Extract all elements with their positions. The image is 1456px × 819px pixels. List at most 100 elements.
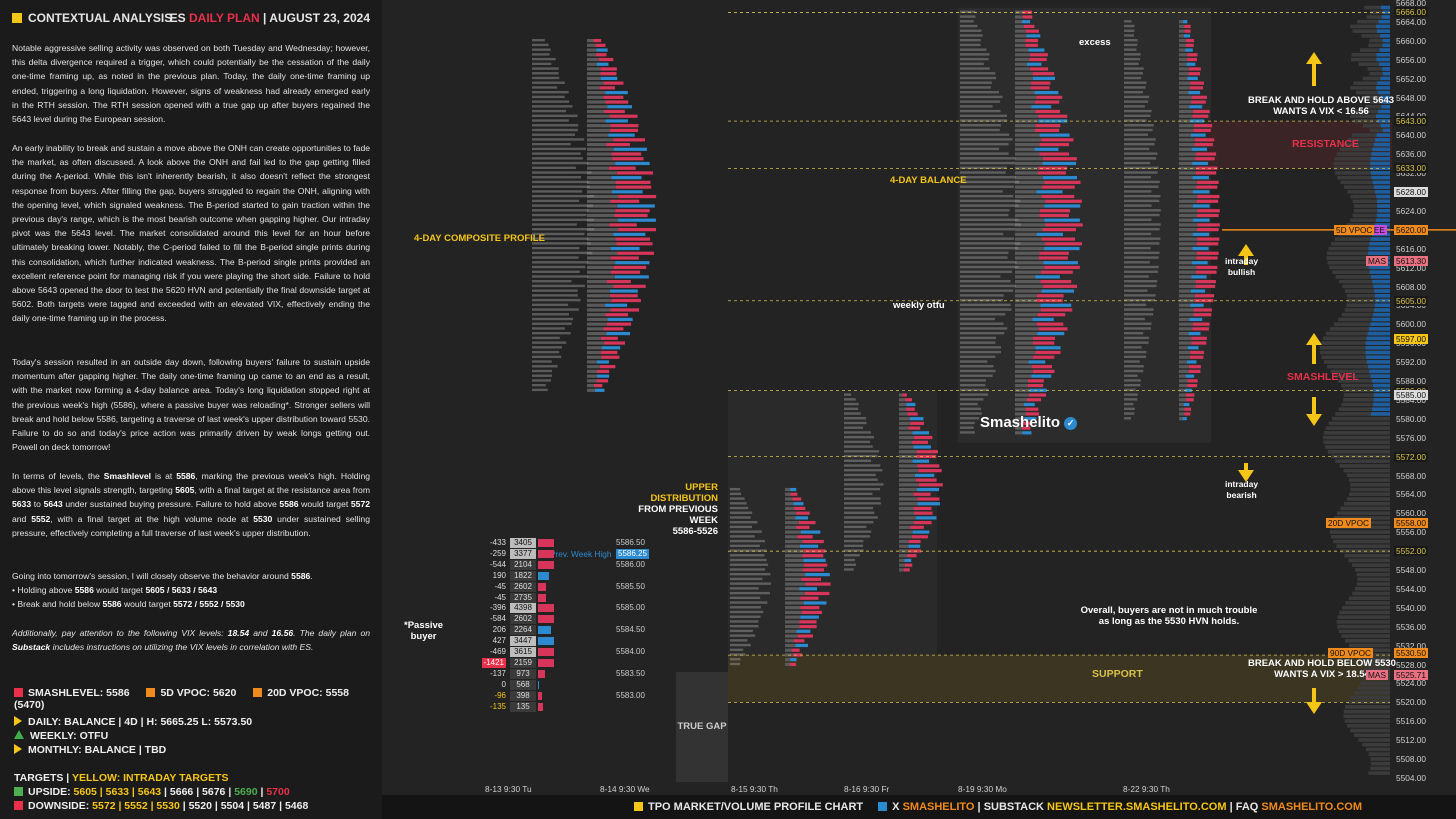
delta-bar bbox=[615, 180, 651, 184]
tpo-letters bbox=[532, 209, 589, 212]
tpo-letters bbox=[532, 294, 578, 297]
volume-bar-blue bbox=[1380, 76, 1390, 81]
volume-bar bbox=[1344, 185, 1390, 189]
tpo-bar bbox=[899, 412, 908, 416]
tpo-letters bbox=[1124, 251, 1160, 255]
volume-bar-blue bbox=[1370, 156, 1390, 161]
tpo-bar bbox=[587, 327, 604, 331]
tpo-bar bbox=[899, 450, 917, 454]
tpo-bar bbox=[899, 487, 918, 492]
volume-bar bbox=[1343, 393, 1390, 397]
delta-bar bbox=[1191, 341, 1207, 345]
footer-chart-label: TPO MARKET/VOLUME PROFILE CHART bbox=[648, 801, 864, 813]
delta-bar bbox=[603, 81, 624, 85]
volume-bar bbox=[1339, 279, 1390, 284]
tpo-bar bbox=[1179, 34, 1185, 38]
tpo-bar bbox=[1015, 383, 1028, 388]
tpo-letters bbox=[1124, 157, 1157, 160]
tpo-letters bbox=[730, 662, 741, 666]
tpo-bar bbox=[1015, 109, 1036, 114]
footer-substack-link[interactable]: NEWSLETTER.SMASHELITO.COM bbox=[1047, 801, 1227, 813]
delta-value: -584 bbox=[489, 614, 506, 624]
tpo-bar bbox=[1179, 379, 1188, 383]
tpo-letters bbox=[730, 606, 761, 609]
tpo-letters bbox=[532, 275, 588, 278]
delta-bar bbox=[600, 67, 617, 71]
tpo-letters bbox=[960, 72, 996, 75]
up-arrow-smashlevel bbox=[1306, 333, 1322, 364]
delta-bar bbox=[1037, 331, 1065, 336]
support-label: SUPPORT bbox=[1092, 668, 1143, 680]
tpo-bar bbox=[1015, 209, 1040, 213]
tpo-letters bbox=[1124, 280, 1158, 283]
volume-bar bbox=[1342, 605, 1390, 610]
delta-bar bbox=[1034, 100, 1060, 104]
volume-bar bbox=[1344, 289, 1390, 293]
tpo-bar bbox=[587, 303, 606, 307]
tpo-letters bbox=[844, 563, 856, 566]
tpo-bar bbox=[1015, 393, 1029, 397]
tpo-bar bbox=[587, 171, 617, 175]
tpo-bar bbox=[1179, 185, 1197, 189]
delta-bar bbox=[1195, 152, 1217, 156]
delta-row: 190 1822 bbox=[434, 570, 646, 581]
tpo-bar bbox=[1179, 67, 1189, 71]
volume-bar-blue bbox=[1370, 322, 1390, 326]
volume-bar-blue bbox=[1376, 57, 1390, 62]
tpo-bar bbox=[785, 539, 803, 544]
delta-bar bbox=[908, 426, 921, 430]
tpo-letters bbox=[960, 48, 987, 51]
price-tick: 5668.00 bbox=[1396, 0, 1426, 8]
delta-value: -396 bbox=[489, 603, 506, 613]
delta-bar bbox=[1182, 417, 1187, 421]
delta-bar bbox=[1196, 213, 1219, 218]
volume-bar bbox=[1353, 690, 1390, 695]
tpo-bar bbox=[1179, 204, 1193, 208]
volume-bar bbox=[1368, 771, 1390, 775]
footer-x-link[interactable]: SMASHELITO bbox=[902, 801, 975, 813]
tpo-letters bbox=[532, 95, 565, 99]
delta-bar bbox=[1030, 86, 1050, 90]
tpo-letters bbox=[730, 629, 753, 633]
delta-bar bbox=[1028, 393, 1047, 397]
tpo-letters bbox=[960, 95, 1003, 99]
tpo-letters bbox=[960, 275, 1001, 278]
delta-bar bbox=[805, 582, 831, 586]
delta-bar bbox=[1025, 29, 1039, 33]
volume-bar bbox=[1320, 350, 1390, 355]
delta-bar bbox=[1044, 246, 1080, 251]
delta-bar bbox=[596, 360, 609, 364]
tpo-bar bbox=[1179, 308, 1194, 312]
tpo-bar bbox=[1015, 67, 1030, 71]
delta-bar bbox=[1194, 294, 1215, 298]
tpo-bar bbox=[899, 558, 905, 563]
tpo-letters bbox=[730, 639, 748, 642]
delta-bar bbox=[612, 157, 644, 161]
tpo-bar bbox=[587, 105, 608, 109]
delta-bar bbox=[1045, 242, 1082, 246]
footer-faq-link[interactable]: SMASHELITO.COM bbox=[1261, 801, 1363, 813]
chart-svg bbox=[532, 5, 1456, 775]
delta-bar bbox=[906, 554, 917, 558]
tpo-letters bbox=[844, 492, 873, 496]
tpo-letters bbox=[532, 90, 569, 94]
price-tick: 5516.00 bbox=[1396, 716, 1426, 727]
tpo-bar bbox=[587, 152, 612, 156]
axis-tag-name: 20D VPOC bbox=[1326, 517, 1372, 528]
tpo-bar bbox=[1015, 213, 1040, 218]
volume-bar-blue bbox=[1376, 29, 1390, 33]
delta-bar bbox=[1035, 275, 1060, 279]
tpo-bar bbox=[1179, 133, 1191, 137]
tpo-letters bbox=[1124, 53, 1141, 56]
delta-bar bbox=[912, 440, 928, 444]
tpo-bar bbox=[899, 502, 918, 506]
tpo-letters bbox=[960, 199, 1021, 203]
tpo-letters bbox=[1124, 388, 1136, 392]
delta-bar bbox=[1041, 185, 1075, 189]
tpo-bar bbox=[587, 228, 619, 232]
delta-bar bbox=[1187, 53, 1198, 57]
tpo-bar bbox=[1179, 209, 1198, 213]
tpo-letters bbox=[532, 313, 569, 316]
delta-bar bbox=[913, 521, 932, 525]
volume-bar bbox=[1354, 586, 1390, 591]
